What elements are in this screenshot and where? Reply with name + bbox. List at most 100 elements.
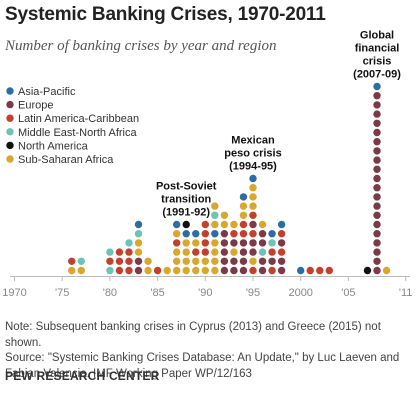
- crisis-dot-1998-europe: [277, 266, 286, 275]
- crisis-dot-1987-sub-saharan-africa: [172, 257, 181, 265]
- crisis-dot-1991-sub-saharan-africa: [211, 248, 219, 256]
- crisis-dot-2001-latin-america-caribbean: [306, 266, 314, 275]
- crisis-dot-1994-latin-america-caribbean: [239, 220, 248, 229]
- crisis-dot-1992-sub-saharan-africa: [220, 211, 229, 219]
- crisis-dot-1988-asia-pacific: [182, 230, 190, 238]
- crisis-dot-1983-europe: [134, 257, 143, 265]
- crisis-dot-2008-europe: [373, 119, 381, 128]
- crisis-dot-1988-sub-saharan-africa: [182, 266, 190, 275]
- crisis-dot-1994-europe: [239, 239, 248, 247]
- crisis-dot-1994-europe: [239, 248, 248, 256]
- crisis-dot-1996-europe: [258, 239, 267, 247]
- crisis-dot-1992-sub-saharan-africa: [220, 220, 229, 229]
- crisis-dot-1997-middle-east-north-africa: [268, 239, 276, 247]
- crisis-dot-1991-middle-east-north-africa: [211, 211, 219, 219]
- crisis-dot-1991-sub-saharan-africa: [211, 202, 219, 210]
- pew-brand: PEW RESEARCH CENTER: [5, 369, 160, 383]
- crisis-dot-1987-sub-saharan-africa: [172, 266, 181, 275]
- annotation-line: crisis: [363, 56, 392, 68]
- legend-label-middle-east-north-africa: Middle East-North Africa: [18, 127, 137, 139]
- crisis-dot-2008-europe: [373, 92, 381, 100]
- crisis-dot-2008-europe: [373, 165, 381, 173]
- crisis-dot-2008-europe: [373, 174, 381, 183]
- crisis-dot-1992-europe: [220, 257, 229, 265]
- crisis-dot-1995-sub-saharan-africa: [249, 257, 257, 265]
- crisis-dot-1998-latin-america-caribbean: [277, 248, 286, 256]
- x-tick-label: '05: [341, 287, 355, 299]
- crisis-dot-1983-asia-pacific: [134, 220, 143, 229]
- crisis-dot-1995-europe: [249, 248, 257, 256]
- crisis-dot-1990-latin-america-caribbean: [201, 239, 209, 247]
- crisis-dot-1980-middle-east-north-africa: [106, 266, 114, 275]
- crisis-dot-1992-europe: [220, 239, 229, 247]
- crisis-dot-2008-europe: [373, 239, 381, 247]
- annotation-line: Mexican: [231, 135, 275, 147]
- crisis-dot-2008-europe: [373, 128, 381, 137]
- crisis-dot-1984-sub-saharan-africa: [144, 266, 152, 275]
- x-tick-label: '75: [55, 287, 69, 299]
- crisis-dot-2002-latin-america-caribbean: [316, 266, 324, 275]
- crisis-dot-1980-latin-america-caribbean: [106, 257, 114, 265]
- x-tick-label: '95: [246, 287, 260, 299]
- crisis-dot-1990-latin-america-caribbean: [201, 230, 209, 238]
- crisis-dot-1995-europe: [249, 220, 257, 229]
- crisis-dot-1995-sub-saharan-africa: [249, 202, 257, 210]
- annotation-line: (1994-95): [229, 161, 277, 173]
- crisis-dot-1993-europe: [230, 257, 238, 265]
- annotation-line: (1991-92): [162, 207, 210, 219]
- crisis-dot-1996-europe: [258, 257, 267, 265]
- crisis-dot-1989-sub-saharan-africa: [192, 257, 200, 265]
- crisis-dot-1990-latin-america-caribbean: [201, 220, 209, 229]
- crisis-dot-1976-latin-america-caribbean: [68, 257, 76, 265]
- crisis-dot-1998-latin-america-caribbean: [277, 230, 286, 238]
- x-tick-label: 1970: [2, 287, 26, 299]
- crisis-dot-1993-europe: [230, 239, 238, 247]
- crisis-dot-1990-sub-saharan-africa: [201, 257, 209, 265]
- crisis-dot-1995-sub-saharan-africa: [249, 193, 257, 201]
- x-axis-ticks: 1970 '75 '80 '85 '90 '95 2000 '05 '11: [2, 276, 413, 299]
- crisis-dot-1991-sub-saharan-africa: [211, 266, 219, 275]
- crisis-dot-1991-asia-pacific: [211, 230, 219, 238]
- crisis-dot-1994-europe: [239, 266, 248, 275]
- crisis-dot-2000-asia-pacific: [297, 266, 305, 275]
- crisis-dot-2008-europe: [373, 138, 381, 146]
- crisis-dot-1988-sub-saharan-africa: [182, 239, 190, 247]
- crisis-dot-1981-latin-america-caribbean: [115, 266, 124, 275]
- crisis-dot-1992-europe: [220, 230, 229, 238]
- crisis-dot-1976-sub-saharan-africa: [68, 266, 76, 275]
- annotation-line: Global: [360, 30, 394, 42]
- crisis-dot-1994-latin-america-caribbean: [239, 230, 248, 238]
- legend-label-latin-america-caribbean: Latin America-Caribbean: [18, 113, 139, 125]
- crisis-dot-1982-latin-america-caribbean: [125, 257, 133, 265]
- crisis-dot-2008-europe: [373, 110, 381, 118]
- crisis-dot-2008-europe: [373, 220, 381, 229]
- annotation-line: Post-Soviet: [156, 181, 217, 193]
- legend-swatch-middle-east-north-africa: [6, 128, 14, 136]
- source-text: Source: "Systemic Banking Crises Databas…: [5, 352, 400, 380]
- crisis-dot-1988-north-america: [182, 220, 190, 229]
- crisis-dot-2008-europe: [373, 184, 381, 192]
- crisis-dot-1989-sub-saharan-africa: [192, 266, 200, 275]
- legend-label-sub-saharan-africa: Sub-Saharan Africa: [18, 154, 114, 166]
- crisis-dot-1994-sub-saharan-africa: [239, 202, 248, 210]
- x-tick-label: '11: [399, 287, 413, 299]
- legend-swatch-north-america: [6, 141, 14, 150]
- crisis-dot-2008-europe: [373, 257, 381, 265]
- annotation-line: (2007-09): [353, 69, 401, 81]
- x-tick-label: '80: [103, 287, 117, 299]
- annotation-line: peso crisis: [224, 148, 281, 160]
- crisis-dot-1996-europe: [258, 266, 267, 275]
- dot-stacks: [68, 82, 391, 275]
- crisis-dot-1996-europe: [258, 230, 267, 238]
- x-tick-label: 2000: [288, 287, 312, 299]
- crisis-dot-1981-latin-america-caribbean: [115, 248, 124, 256]
- crisis-dot-1982-middle-east-north-africa: [125, 239, 133, 247]
- crisis-dot-1985-latin-america-caribbean: [153, 266, 162, 275]
- crisis-dot-1995-latin-america-caribbean: [249, 230, 257, 238]
- crisis-dot-2008-europe: [373, 193, 381, 201]
- crisis-dot-1997-latin-america-caribbean: [268, 248, 276, 256]
- crisis-dot-2008-europe: [373, 266, 381, 275]
